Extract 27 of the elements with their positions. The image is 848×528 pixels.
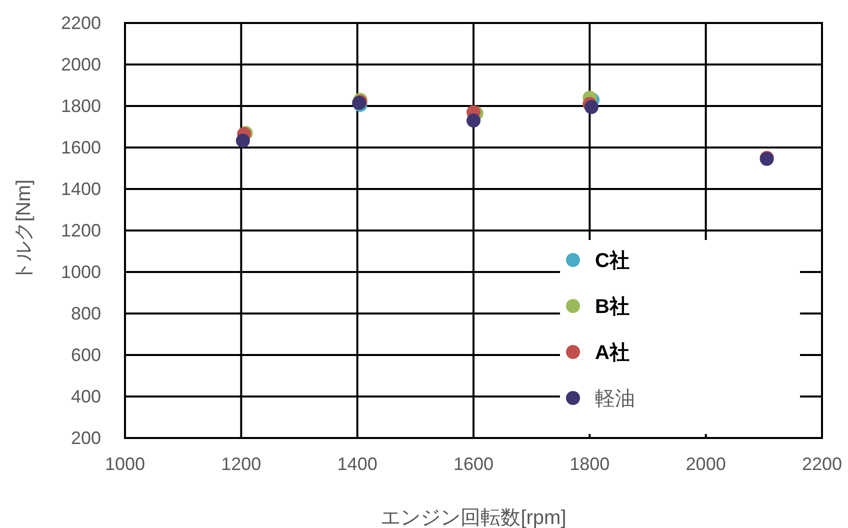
x-tick-label: 1600 xyxy=(453,454,494,474)
legend-label: B社 xyxy=(595,295,630,318)
y-tick-label: 1600 xyxy=(60,138,101,158)
point xyxy=(236,134,250,148)
x-tick-label: 1400 xyxy=(337,454,378,474)
y-tick-label: 800 xyxy=(70,304,101,324)
legend-label: A社 xyxy=(595,341,630,364)
y-axis-title: トルク[Nm] xyxy=(13,179,35,282)
legend-label: C社 xyxy=(595,249,630,272)
x-tick-label: 2200 xyxy=(802,454,842,474)
x-tick-label: 2000 xyxy=(686,454,726,474)
y-tick-label: 1200 xyxy=(60,220,101,240)
x-tick-label: 1200 xyxy=(221,454,262,474)
y-tick-label: 400 xyxy=(70,386,101,406)
y-tick-label: 1000 xyxy=(60,262,101,282)
x-tick-label: 1800 xyxy=(570,454,610,474)
point xyxy=(466,114,480,128)
legend-label: 軽油 xyxy=(595,388,635,410)
x-tick-label: 1000 xyxy=(104,454,146,474)
x-axis-title: エンジン回転数[rpm] xyxy=(380,507,566,528)
y-tick-label: 1800 xyxy=(60,96,101,116)
y-tick-label: 2000 xyxy=(60,54,101,74)
y-tick-label: 2200 xyxy=(60,13,101,33)
point xyxy=(584,100,598,114)
y-tick-label: 1400 xyxy=(60,179,101,199)
y-tick-label: 200 xyxy=(70,428,101,448)
y-tick-label: 600 xyxy=(70,345,101,365)
